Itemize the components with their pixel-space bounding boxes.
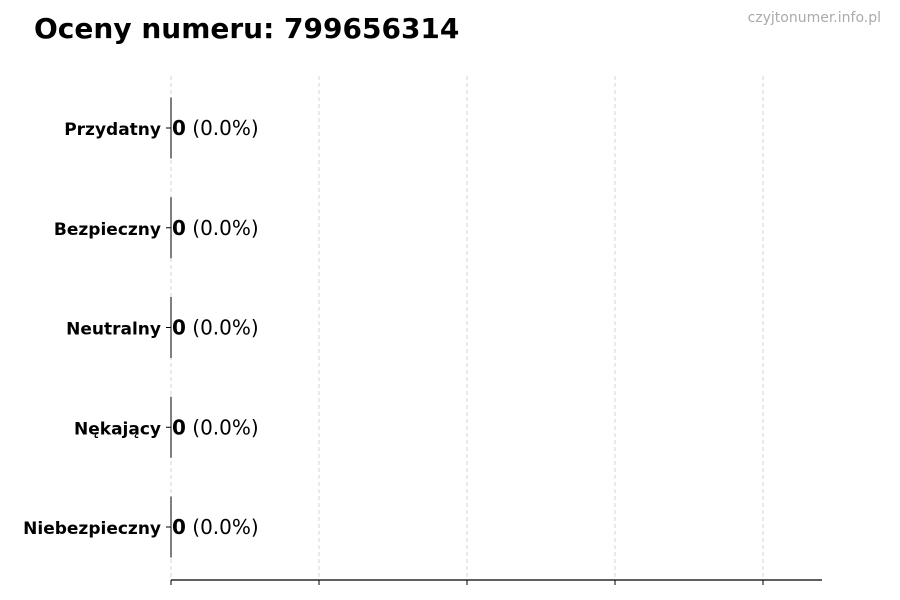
data-label-count: 0	[172, 515, 186, 539]
data-label-count: 0	[172, 216, 186, 240]
data-label: 0 (0.0%)	[172, 515, 259, 539]
category-label: Przydatny	[64, 120, 161, 140]
data-label: 0 (0.0%)	[172, 316, 259, 340]
data-label-percent: (0.0%)	[186, 116, 259, 140]
category-label: Nękający	[74, 419, 161, 439]
chart-title: Oceny numeru: 799656314	[34, 12, 460, 45]
data-label-percent: (0.0%)	[186, 216, 259, 240]
category-label: Bezpieczny	[54, 220, 161, 240]
data-label-percent: (0.0%)	[186, 515, 259, 539]
data-label-count: 0	[172, 116, 186, 140]
category-label: Neutralny	[66, 320, 161, 340]
category-label: Niebezpieczny	[23, 519, 161, 539]
watermark: czyjtonumer.info.pl	[747, 10, 881, 26]
data-label-percent: (0.0%)	[186, 415, 259, 439]
data-label: 0 (0.0%)	[172, 216, 259, 240]
data-label-count: 0	[172, 316, 186, 340]
data-label: 0 (0.0%)	[172, 415, 259, 439]
data-label-percent: (0.0%)	[186, 316, 259, 340]
data-label: 0 (0.0%)	[172, 116, 259, 140]
data-label-count: 0	[172, 415, 186, 439]
